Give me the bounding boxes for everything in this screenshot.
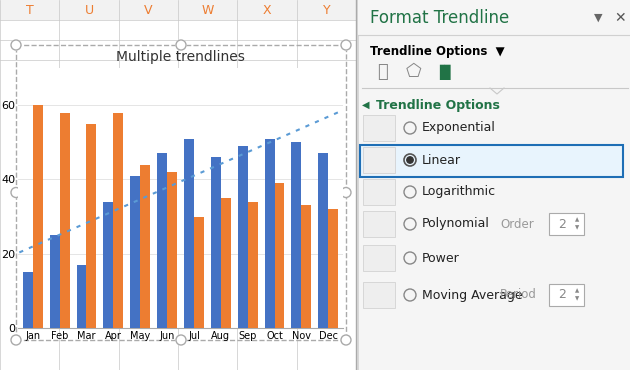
Bar (275, 183, 285, 328)
Text: Linear: Linear (422, 154, 461, 166)
Text: ▼: ▼ (593, 13, 602, 23)
Circle shape (11, 40, 21, 50)
Text: Format Trendline: Format Trendline (370, 9, 509, 27)
Text: ✕: ✕ (614, 11, 626, 25)
Text: Power: Power (422, 252, 460, 265)
Text: V: V (144, 3, 152, 17)
Text: Trendline Options: Trendline Options (376, 98, 500, 111)
Text: 2: 2 (558, 218, 566, 231)
Circle shape (341, 335, 351, 345)
Bar (358, 0, 630, 370)
Bar (211, 157, 220, 328)
Bar (113, 112, 123, 328)
Circle shape (341, 188, 351, 198)
Text: ▐▌: ▐▌ (433, 64, 457, 80)
Bar (358, 0, 630, 35)
Bar (363, 211, 395, 237)
Bar (16, 45, 346, 340)
Text: T: T (26, 3, 33, 17)
Text: Logarithmic: Logarithmic (422, 185, 496, 198)
Text: W: W (202, 3, 214, 17)
Bar (549, 284, 584, 306)
Bar (328, 209, 338, 328)
Circle shape (176, 335, 186, 345)
Text: ⬠: ⬠ (405, 63, 421, 81)
Text: 2: 2 (558, 289, 566, 302)
Bar (77, 265, 86, 328)
Bar (363, 245, 395, 271)
Text: ▼: ▼ (575, 225, 579, 231)
Text: Period: Period (500, 289, 537, 302)
Bar (301, 205, 311, 328)
Circle shape (407, 157, 413, 163)
Bar (157, 154, 167, 328)
Bar (549, 213, 584, 235)
Bar (50, 235, 60, 328)
Text: Moving Average: Moving Average (422, 289, 523, 302)
Bar (60, 112, 69, 328)
Text: Polynomial: Polynomial (422, 218, 490, 231)
Text: Exponential: Exponential (422, 121, 496, 135)
Title: Multiple trendlines: Multiple trendlines (116, 50, 245, 64)
Bar (363, 147, 395, 173)
Bar (360, 145, 623, 177)
Bar (0, 0, 356, 20)
Bar (220, 198, 231, 328)
Bar (33, 105, 43, 328)
Bar (167, 172, 177, 328)
Text: ⟡: ⟡ (377, 63, 388, 81)
Bar (265, 139, 275, 328)
Text: ▼: ▼ (575, 296, 579, 302)
Bar (238, 146, 248, 328)
Text: ◀: ◀ (362, 100, 370, 110)
Text: Trendline Options  ▼: Trendline Options ▼ (370, 44, 505, 57)
Text: Order: Order (500, 218, 534, 231)
Bar (194, 216, 204, 328)
Circle shape (11, 188, 21, 198)
Bar (184, 139, 194, 328)
Circle shape (11, 335, 21, 345)
Text: ▲: ▲ (575, 289, 579, 293)
Bar (292, 142, 301, 328)
Circle shape (176, 40, 186, 50)
Text: X: X (263, 3, 272, 17)
Text: U: U (84, 3, 94, 17)
Bar (103, 202, 113, 328)
Bar (363, 179, 395, 205)
Bar (140, 165, 150, 328)
Bar (363, 282, 395, 308)
Bar (248, 202, 258, 328)
Bar (0, 0, 356, 370)
Circle shape (341, 40, 351, 50)
Bar (23, 272, 33, 328)
Bar (86, 124, 96, 328)
Bar (363, 115, 395, 141)
Bar (318, 154, 328, 328)
Text: Y: Y (323, 3, 330, 17)
Text: ▲: ▲ (575, 218, 579, 222)
Bar (130, 176, 140, 328)
